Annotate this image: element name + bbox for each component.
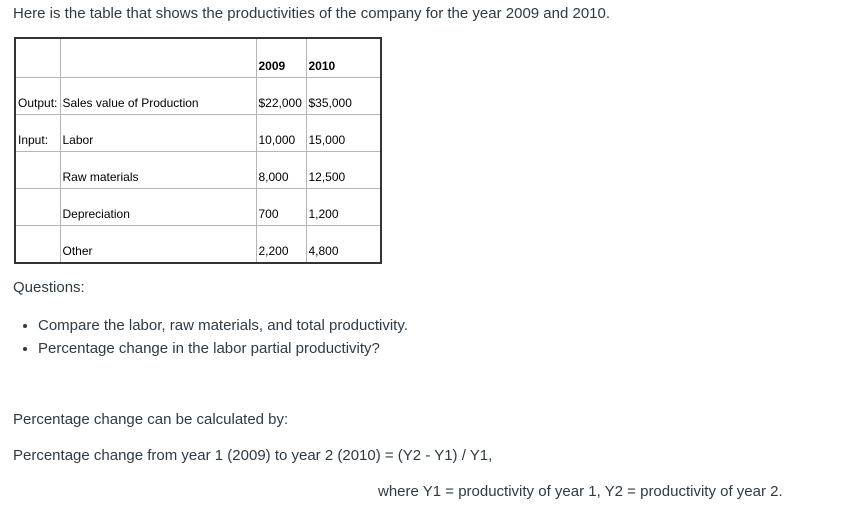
item-cell: Sales value of Production — [59, 77, 257, 115]
item-cell: Labor — [59, 114, 257, 152]
table-row: Input: Labor 10,000 15,000 — [14, 114, 382, 152]
formula-lead: Percentage change can be calculated by: — [13, 411, 289, 428]
table-row: Depreciation 700 1,200 — [14, 188, 382, 226]
table-row: Output: Sales value of Production $22,000 $… — [14, 77, 382, 115]
formula-where: where Y1 = productivity of year 1, Y2 = … — [378, 483, 783, 500]
item-cell: Depreciation — [59, 188, 257, 226]
value-cell: 4,800 — [305, 225, 382, 264]
cell — [59, 37, 257, 78]
group-cell: Output: — [14, 77, 61, 115]
question-list: Compare the labor, raw materials, and to… — [18, 314, 408, 360]
value-cell: 10,000 — [255, 114, 307, 152]
value-cell: 8,000 — [255, 151, 307, 189]
cell — [14, 37, 61, 78]
table-row: Raw materials 8,000 12,500 — [14, 151, 382, 189]
item-cell: Raw materials — [59, 151, 257, 189]
question: Percentage change in the labor partial p… — [38, 337, 408, 360]
value-cell: $22,000 — [255, 77, 307, 115]
formula-equation: Percentage change from year 1 (2009) to … — [13, 447, 493, 464]
header-row: 2009 2010 — [14, 37, 382, 78]
questions-heading: Questions: — [13, 279, 85, 296]
header-cell: 2010 — [305, 37, 382, 78]
group-cell: Input: — [14, 114, 61, 152]
question: Compare the labor, raw materials, and to… — [38, 314, 408, 337]
value-cell: 15,000 — [305, 114, 382, 152]
productivity-table: 2009 2010 Output: Sales value of Producti… — [14, 37, 382, 264]
value-cell: 2,200 — [255, 225, 307, 264]
group-cell — [14, 188, 61, 226]
value-cell: $35,000 — [305, 77, 382, 115]
table-row: Other 2,200 4,800 — [14, 225, 382, 264]
intro: Here is the table that shows the product… — [13, 5, 611, 22]
value-cell: 700 — [255, 188, 307, 226]
header-cell: 2009 — [255, 37, 307, 78]
group-cell — [14, 225, 61, 264]
value-cell: 12,500 — [305, 151, 382, 189]
group-cell — [14, 151, 61, 189]
item-cell: Other — [59, 225, 257, 264]
value-cell: 1,200 — [305, 188, 382, 226]
